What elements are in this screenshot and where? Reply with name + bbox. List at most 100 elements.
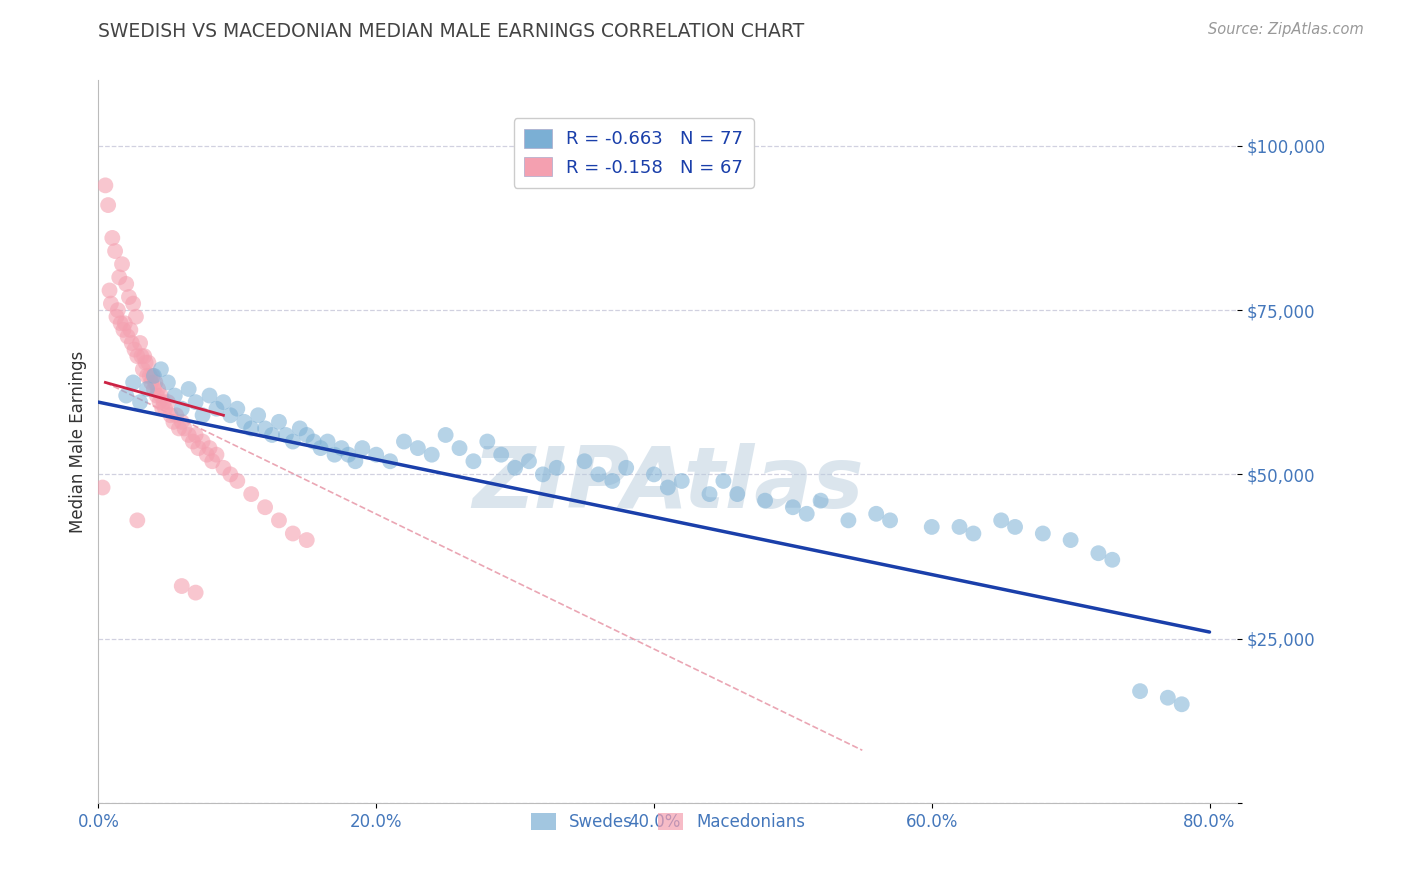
Point <box>643 467 665 482</box>
Point <box>122 296 145 310</box>
Point <box>865 507 887 521</box>
Point <box>725 487 748 501</box>
Point <box>352 441 374 455</box>
Point <box>156 376 179 390</box>
Point <box>226 474 249 488</box>
Point <box>136 382 159 396</box>
Point <box>295 428 318 442</box>
Point <box>124 343 146 357</box>
Point <box>187 441 209 455</box>
Point <box>97 198 120 212</box>
Text: SWEDISH VS MACEDONIAN MEDIAN MALE EARNINGS CORRELATION CHART: SWEDISH VS MACEDONIAN MEDIAN MALE EARNIN… <box>98 22 804 41</box>
Point <box>288 421 311 435</box>
Point <box>254 421 277 435</box>
Text: ZIPAtlas: ZIPAtlas <box>472 443 863 526</box>
Point <box>962 526 984 541</box>
Point <box>101 231 124 245</box>
Point <box>754 493 776 508</box>
Point <box>114 316 136 330</box>
Point <box>517 454 540 468</box>
Point <box>219 409 242 423</box>
Point <box>240 421 263 435</box>
Point <box>129 395 152 409</box>
Point <box>309 441 332 455</box>
Point <box>132 362 155 376</box>
Point <box>531 467 554 482</box>
Point <box>219 467 242 482</box>
Point <box>149 362 172 376</box>
Point <box>420 448 443 462</box>
Point <box>170 579 193 593</box>
Point <box>274 428 297 442</box>
Point <box>1087 546 1109 560</box>
Point <box>107 303 129 318</box>
Point <box>117 329 139 343</box>
Point <box>139 368 162 383</box>
Point <box>148 395 170 409</box>
Point <box>879 513 901 527</box>
Point <box>406 441 429 455</box>
Point <box>302 434 325 449</box>
Point <box>546 460 568 475</box>
Point <box>173 421 195 435</box>
Point <box>233 415 256 429</box>
Point <box>108 270 131 285</box>
Point <box>198 441 221 455</box>
Point <box>134 349 156 363</box>
Point <box>159 409 181 423</box>
Point <box>212 460 235 475</box>
Point <box>98 284 121 298</box>
Point <box>150 401 173 416</box>
Point <box>143 382 166 396</box>
Text: Source: ZipAtlas.com: Source: ZipAtlas.com <box>1208 22 1364 37</box>
Point <box>366 448 388 462</box>
Point <box>1004 520 1026 534</box>
Point <box>1032 526 1054 541</box>
Point <box>177 428 200 442</box>
Point <box>782 500 804 515</box>
Point <box>434 428 457 442</box>
Point <box>254 500 277 515</box>
Point <box>1101 553 1123 567</box>
Point <box>115 388 138 402</box>
Point <box>796 507 818 521</box>
Point <box>330 441 353 455</box>
Point <box>295 533 318 547</box>
Point <box>184 428 207 442</box>
Legend: Swedes, Macedonians: Swedes, Macedonians <box>524 806 811 838</box>
Point <box>153 401 176 416</box>
Point <box>191 434 214 449</box>
Point <box>118 290 141 304</box>
Point <box>267 513 290 527</box>
Point <box>170 401 193 416</box>
Point <box>104 244 127 258</box>
Point <box>125 310 148 324</box>
Point <box>323 448 346 462</box>
Point <box>810 493 832 508</box>
Point <box>671 474 693 488</box>
Point <box>205 448 228 462</box>
Point <box>503 460 526 475</box>
Point <box>129 336 152 351</box>
Point <box>201 454 224 468</box>
Point <box>110 316 132 330</box>
Point <box>122 376 145 390</box>
Point <box>177 382 200 396</box>
Point <box>205 401 228 416</box>
Point <box>489 448 512 462</box>
Point <box>120 323 142 337</box>
Point <box>195 448 218 462</box>
Point <box>247 409 270 423</box>
Point <box>170 415 193 429</box>
Point <box>260 428 283 442</box>
Point <box>344 454 367 468</box>
Point <box>184 585 207 599</box>
Point <box>115 277 138 291</box>
Point <box>574 454 596 468</box>
Point <box>588 467 610 482</box>
Point <box>713 474 735 488</box>
Point <box>184 395 207 409</box>
Point <box>948 520 970 534</box>
Point <box>167 421 190 435</box>
Point <box>146 382 169 396</box>
